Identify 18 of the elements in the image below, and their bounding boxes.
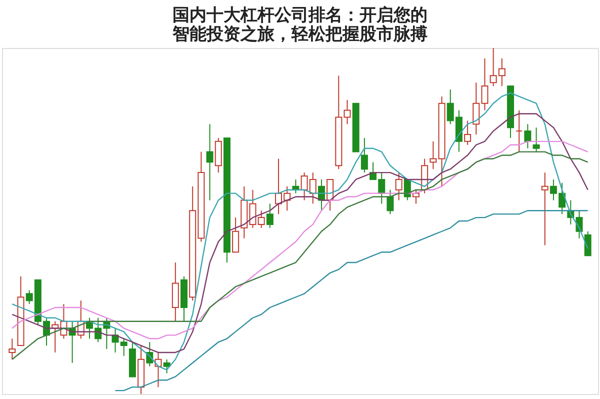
- candlestick: [532, 127, 540, 152]
- candlestick: [206, 124, 214, 201]
- candlestick: [516, 110, 523, 152]
- candlestick: [541, 172, 548, 246]
- candlestick: [232, 217, 240, 253]
- candlestick: [163, 358, 170, 374]
- candlestick: [576, 210, 583, 239]
- candlestick: [8, 338, 16, 360]
- candlestick: [524, 124, 532, 149]
- candlestick: [430, 140, 437, 170]
- candlestick: [386, 189, 394, 215]
- candlestick: [360, 137, 368, 174]
- candlestick: [266, 203, 274, 228]
- candlestick: [464, 120, 472, 146]
- candlestick: [344, 99, 351, 125]
- chart-title: 国内十大杠杆公司排名：开启您的智能投资之旅，轻松把握股市脉搏: [172, 6, 428, 44]
- candlestick: [395, 172, 402, 201]
- candlestick: [258, 210, 265, 228]
